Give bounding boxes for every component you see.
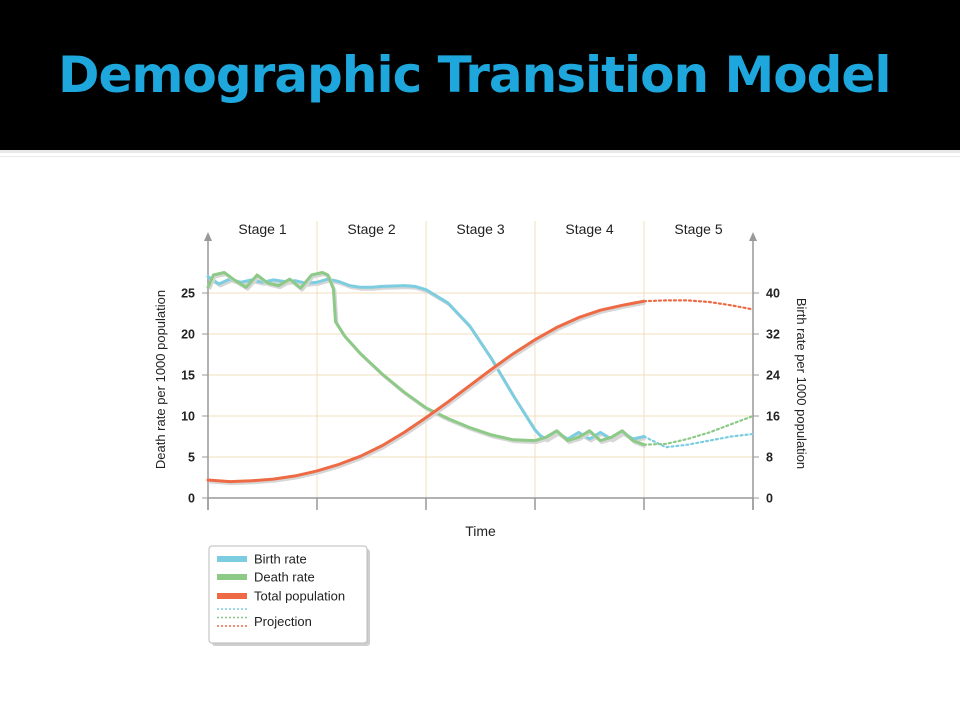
y-right-tick-label: 0 xyxy=(766,492,773,506)
y-axis-right-arrow xyxy=(749,232,757,241)
stage-label: Stage 1 xyxy=(238,221,286,237)
y-right-tick-label: 16 xyxy=(766,410,780,424)
stage-label: Stage 4 xyxy=(565,221,613,237)
title-bar: Demographic Transition Model xyxy=(0,0,960,150)
y-axis-left-arrow xyxy=(204,232,212,241)
slide-title: Demographic Transition Model xyxy=(58,46,891,104)
y-right-tick-label: 24 xyxy=(766,369,780,383)
y-right-tick-label: 32 xyxy=(766,328,780,342)
legend-label-total-population: Total population xyxy=(254,589,345,604)
x-axis-title: Time xyxy=(465,523,496,539)
stage-label: Stage 5 xyxy=(674,221,722,237)
total-population-projection-line xyxy=(642,299,755,311)
y-left-tick-label: 5 xyxy=(188,451,195,465)
legend-swatch-death-rate xyxy=(217,574,247,580)
legend-label-birth-rate: Birth rate xyxy=(254,552,307,567)
legend-swatch-total-population xyxy=(217,593,247,599)
y-axis-right-title: Birth rate per 1000 population xyxy=(794,298,809,469)
y-right-tick-label: 40 xyxy=(766,287,780,301)
y-axis-left-title: Death rate per 1000 population xyxy=(153,290,168,469)
y-left-tick-label: 15 xyxy=(181,369,195,383)
birth-rate-line xyxy=(206,275,646,441)
title-divider-thin xyxy=(0,156,960,157)
legend-label-death-rate: Death rate xyxy=(254,570,315,585)
total-population-shadow xyxy=(209,301,646,486)
stage-label: Stage 2 xyxy=(347,221,395,237)
y-right-tick-label: 8 xyxy=(766,451,773,465)
title-divider xyxy=(0,150,960,153)
legend-box xyxy=(208,545,368,644)
y-left-tick-label: 20 xyxy=(181,328,195,342)
legend-swatch-birth-rate xyxy=(217,556,247,562)
stage-label: Stage 3 xyxy=(456,221,504,237)
slide-content: 0 5 10 15 20 25 0 8 16 24 32 40 Stage 1 Stage 2 Stage … xyxy=(0,153,960,720)
death-rate-line xyxy=(206,271,646,447)
death-rate-projection-line xyxy=(642,414,755,446)
total-population-line xyxy=(206,299,646,484)
demographic-chart: 0 5 10 15 20 25 0 8 16 24 32 40 Stage 1 Stage 2 Stage … xyxy=(153,221,809,646)
y-left-tick-label: 10 xyxy=(181,410,195,424)
y-left-tick-label: 0 xyxy=(188,492,195,506)
y-left-tick-label: 25 xyxy=(181,287,195,301)
legend-label-projection: Projection xyxy=(254,614,312,629)
birth-rate-projection-line xyxy=(642,432,755,449)
